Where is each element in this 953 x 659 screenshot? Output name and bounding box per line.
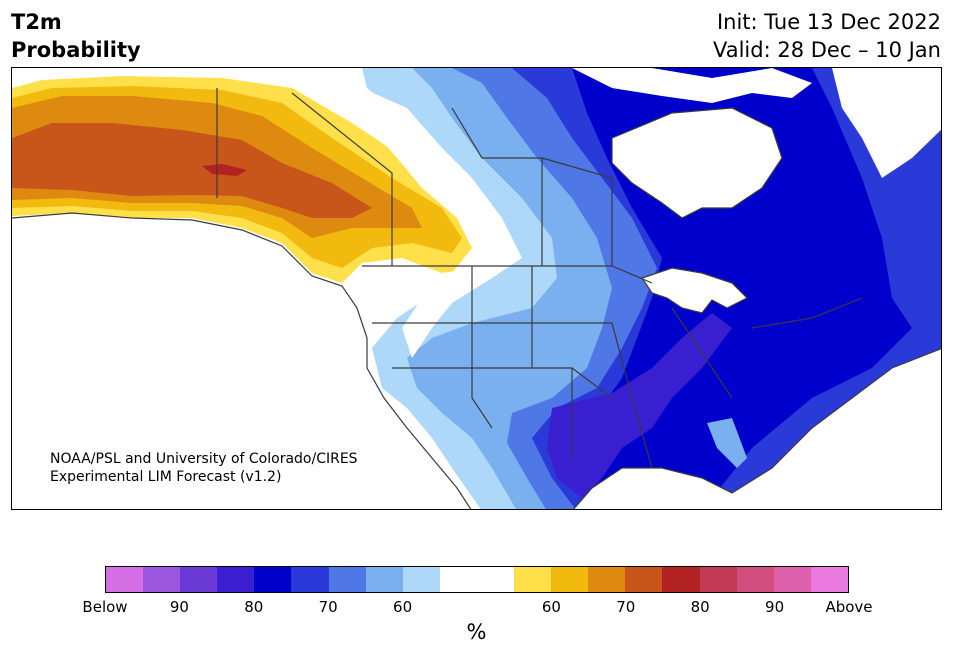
colorbar-segment — [328, 567, 366, 592]
pacific-ocean — [12, 213, 471, 509]
hudson-bay — [612, 108, 782, 218]
boundary-lines — [12, 88, 941, 509]
colorbar-segment — [514, 567, 552, 592]
colorbar-ticks: Below 90 80 70 60 60 70 80 90 Above — [82, 598, 872, 618]
colorbar-segment — [476, 567, 515, 592]
credit-text: NOAA/PSL and University of Colorado/CIRE… — [50, 450, 358, 486]
colorbar-segment — [291, 567, 329, 592]
colorbar-tick-label: 60 — [541, 598, 561, 616]
colorbar — [105, 566, 849, 593]
colorbar-segment — [662, 567, 700, 592]
title-type: Probability — [11, 38, 141, 62]
map-title: T2m Probability — [11, 8, 141, 64]
colorbar-tick-label: 70 — [616, 598, 636, 616]
colorbar-tick-label: 70 — [318, 598, 338, 616]
colorbar-unit: % — [466, 620, 487, 644]
forecast-info: Init: Tue 13 Dec 2022 Valid: 28 Dec – 10… — [713, 8, 941, 64]
colorbar-segment — [551, 567, 589, 592]
init-date: Init: Tue 13 Dec 2022 — [716, 10, 941, 34]
colorbar-segment — [625, 567, 663, 592]
baffin-water — [832, 68, 941, 178]
colorbar-tick-label: 80 — [690, 598, 710, 616]
colorbar-segment — [588, 567, 626, 592]
valid-range: Valid: 28 Dec – 10 Jan — [712, 38, 941, 62]
colorbar-segment — [254, 567, 292, 592]
warm-zone-4 — [12, 123, 372, 218]
cold-zone-florida — [707, 418, 747, 468]
arctic-water — [572, 68, 812, 103]
colorbar-tick-label: 80 — [244, 598, 264, 616]
colorbar-segment — [106, 567, 144, 592]
credit-line1: NOAA/PSL and University of Colorado/CIRE… — [50, 451, 358, 467]
colorbar-tick-label: Below — [82, 598, 128, 616]
colorbar-segment — [402, 567, 440, 592]
colorbar-segment — [736, 567, 774, 592]
colorbar-tick-label: 90 — [169, 598, 189, 616]
credit-line2: Experimental LIM Forecast (v1.2) — [50, 469, 282, 485]
title-variable: T2m — [11, 10, 62, 34]
colorbar-segment — [699, 567, 737, 592]
colorbar-segment — [143, 567, 181, 592]
cold-zone-6 — [547, 313, 732, 498]
colorbar-segment — [365, 567, 403, 592]
colorbar-tick-label: 60 — [393, 598, 413, 616]
colorbar-segment — [217, 567, 255, 592]
colorbar-tick-label: Above — [825, 598, 873, 616]
normal-corridor — [352, 88, 522, 358]
colorbar-segment — [810, 567, 848, 592]
colorbar-segment — [439, 567, 477, 592]
colorbar-segment — [180, 567, 218, 592]
map-canvas — [12, 68, 941, 509]
warm-zone-5 — [202, 164, 247, 176]
probability-map: NOAA/PSL and University of Colorado/CIRE… — [11, 67, 942, 510]
colorbar-tick-label: 90 — [765, 598, 785, 616]
colorbar-segment — [773, 567, 811, 592]
